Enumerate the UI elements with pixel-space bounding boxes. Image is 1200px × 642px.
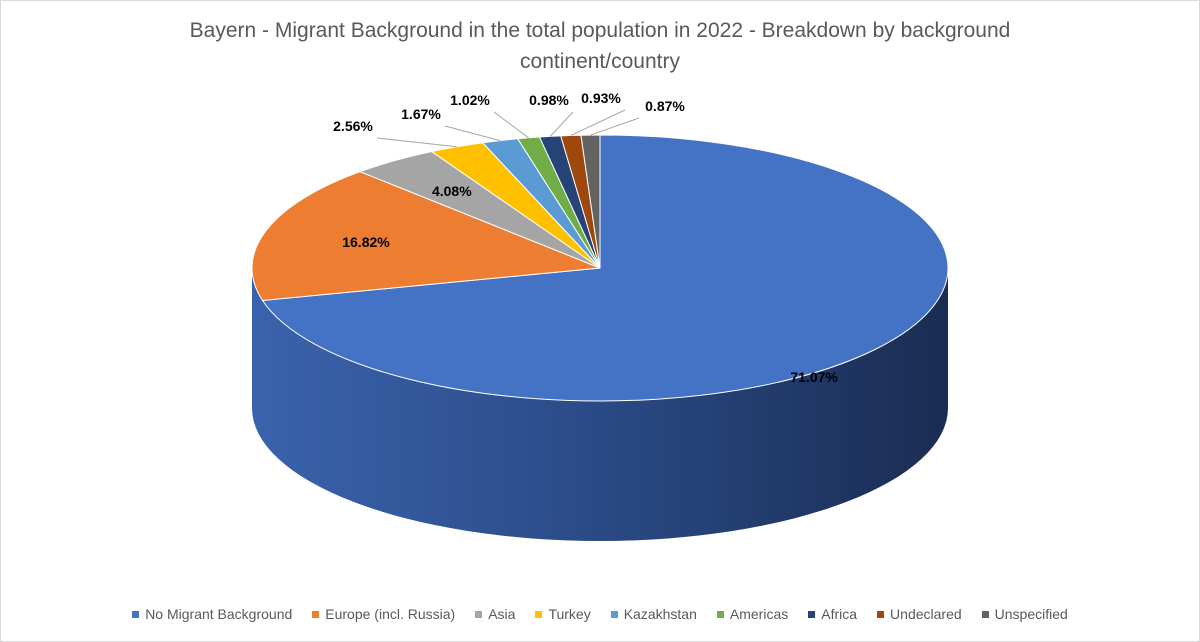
- legend-label-africa: Africa: [821, 606, 858, 622]
- data-label-no-migrant-background: 71.07%: [790, 369, 838, 385]
- leader-line-kazakhstan: [444, 125, 501, 142]
- pie-slice-europe-incl-russia: [251, 171, 601, 302]
- legend-swatch-africa: [808, 610, 816, 618]
- leader-line-undeclared: [570, 109, 626, 136]
- legend-label-europe-incl-russia: Europe (incl. Russia): [325, 606, 456, 622]
- legend-item-unspecified: Unspecified: [981, 606, 1068, 622]
- legend-swatch-americas: [716, 610, 724, 618]
- legend-item-kazakhstan: Kazakhstan: [610, 606, 697, 622]
- pie-side-wall: [252, 268, 948, 541]
- legend-item-asia: Asia: [475, 606, 515, 622]
- leader-line-unspecified: [590, 117, 640, 136]
- legend-label-undeclared: Undeclared: [890, 606, 962, 622]
- legend: No Migrant Background Europe (incl. Russi…: [1, 606, 1199, 622]
- leader-line-americas: [493, 111, 529, 139]
- legend-swatch-turkey: [535, 610, 543, 618]
- leader-line-turkey: [376, 137, 457, 148]
- leader-line-africa: [549, 111, 574, 137]
- data-label-asia: 4.08%: [432, 183, 472, 199]
- data-label-europe-incl-russia: 16.82%: [342, 234, 390, 250]
- data-label-africa: 0.98%: [529, 92, 569, 108]
- data-label-kazakhstan: 1.67%: [401, 106, 441, 122]
- legend-item-europe-incl-russia: Europe (incl. Russia): [312, 606, 455, 622]
- chart-title: Bayern - Migrant Background in the total…: [189, 19, 1011, 73]
- legend-item-americas: Americas: [716, 606, 789, 622]
- legend-swatch-kazakhstan: [610, 610, 618, 618]
- legend-label-kazakhstan: Kazakhstan: [623, 606, 697, 622]
- data-label-americas: 1.02%: [450, 92, 490, 108]
- legend-label-unspecified: Unspecified: [994, 606, 1068, 622]
- data-label-unspecified: 0.87%: [645, 98, 685, 114]
- data-label-turkey: 2.56%: [333, 118, 373, 134]
- legend-label-turkey: Turkey: [548, 606, 591, 622]
- legend-label-americas: Americas: [729, 606, 789, 622]
- legend-item-no-migrant-background: No Migrant Background: [132, 606, 292, 622]
- legend-item-africa: Africa: [808, 606, 857, 622]
- legend-swatch-undeclared: [877, 610, 885, 618]
- legend-swatch-no-migrant-background: [132, 610, 140, 618]
- legend-label-no-migrant-background: No Migrant Background: [145, 606, 293, 622]
- legend-swatch-europe-incl-russia: [312, 610, 320, 618]
- pie-slice-no-migrant-background: [261, 134, 949, 402]
- legend-label-asia: Asia: [488, 606, 516, 622]
- legend-item-undeclared: Undeclared: [877, 606, 962, 622]
- legend-swatch-unspecified: [981, 610, 989, 618]
- data-label-undeclared: 0.93%: [581, 90, 621, 106]
- legend-swatch-asia: [475, 610, 483, 618]
- legend-item-turkey: Turkey: [535, 606, 591, 622]
